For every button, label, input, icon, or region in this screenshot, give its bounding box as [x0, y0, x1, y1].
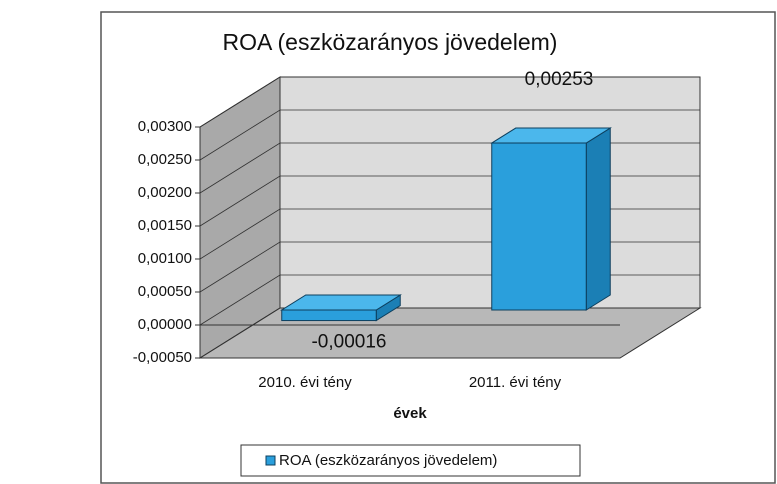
data-label: -0,00016	[311, 332, 386, 353]
y-tick-label: 0,00100	[138, 250, 192, 267]
y-tick-label: 0,00000	[138, 316, 192, 333]
bar-side	[585, 127, 611, 311]
y-tick-label: -0,00050	[133, 349, 192, 366]
legend-box	[240, 444, 581, 477]
x-tick-label: 2010. évi tény	[258, 374, 352, 391]
y-tick-label: 0,00250	[138, 151, 192, 168]
y-tick-label: 0,00050	[138, 283, 192, 300]
y-tick-label: 0,00150	[138, 217, 192, 234]
chart-title: ROA (eszközarányos jövedelem)	[223, 29, 558, 55]
grid-line	[199, 76, 700, 128]
x-tick-label: 2011. évi tény	[469, 374, 562, 391]
back-wall	[279, 76, 701, 309]
data-label: 0,00253	[525, 69, 594, 90]
grid-line	[199, 109, 700, 161]
y-tick-label: 0,00200	[138, 184, 192, 201]
bar	[281, 309, 377, 322]
x-axis-label: évek	[393, 405, 427, 422]
bar	[491, 142, 587, 311]
floor	[198, 307, 702, 359]
legend-label: ROA (eszközarányos jövedelem)	[279, 452, 497, 469]
y-tick-label: 0,00300	[138, 118, 192, 135]
legend-swatch	[265, 455, 276, 466]
